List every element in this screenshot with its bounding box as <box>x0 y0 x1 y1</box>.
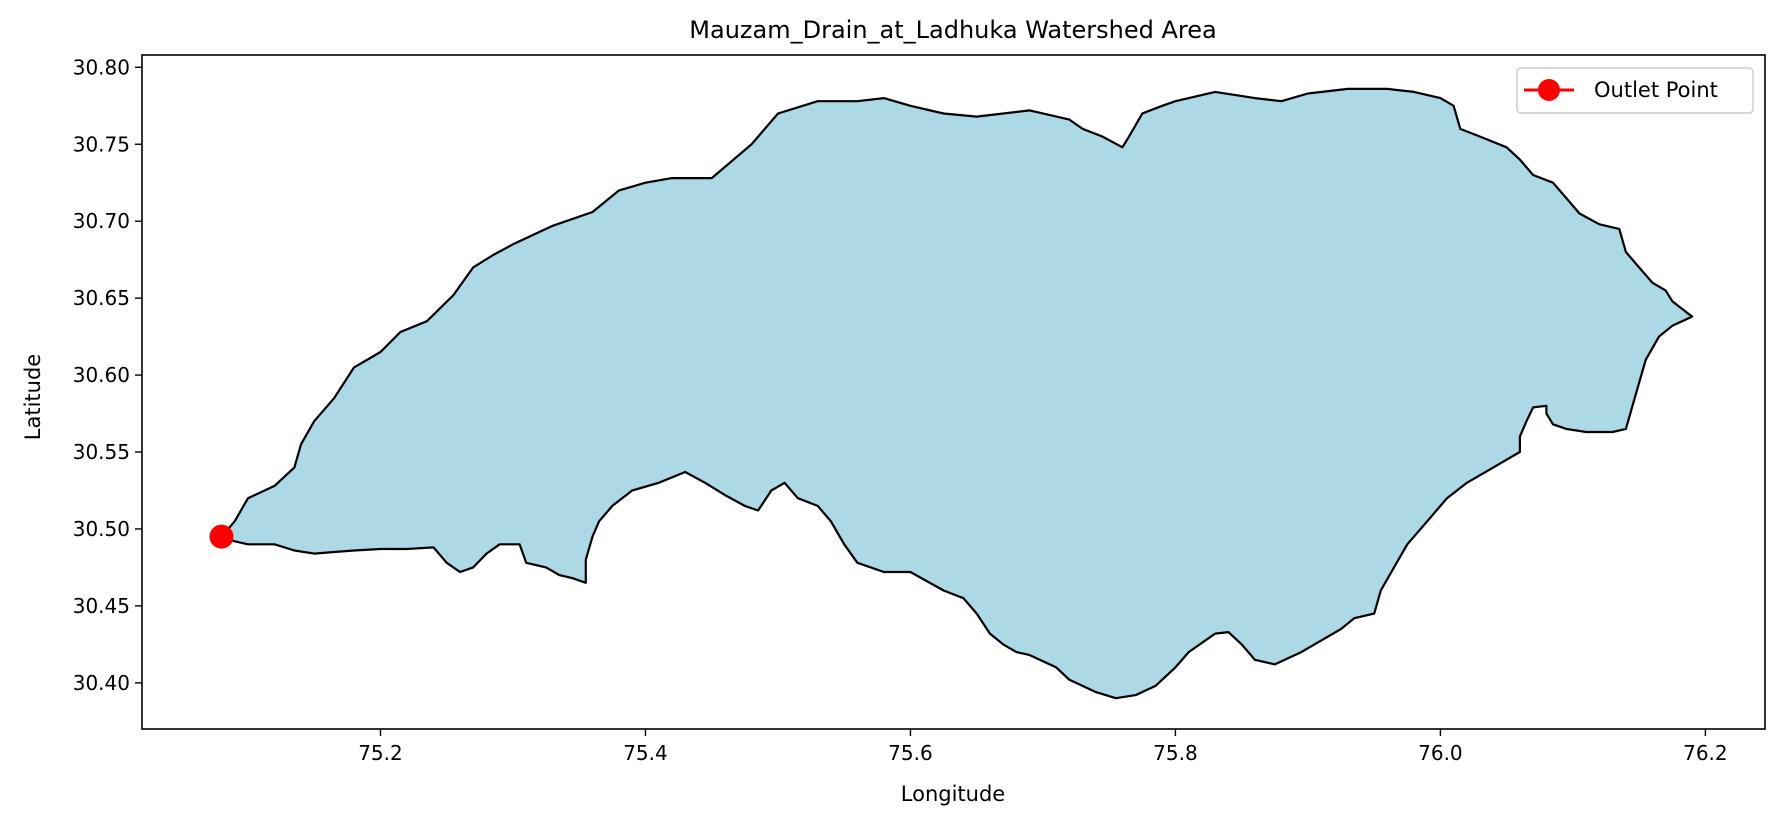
legend-point-marker <box>1538 79 1560 101</box>
x-tick-label: 75.6 <box>888 741 933 765</box>
chart-title: Mauzam_Drain_at_Ladhuka Watershed Area <box>689 16 1216 44</box>
y-tick-label: 30.45 <box>73 594 130 618</box>
y-tick-label: 30.50 <box>73 517 130 541</box>
y-tick-label: 30.65 <box>73 286 130 310</box>
x-tick-label: 75.4 <box>623 741 668 765</box>
y-tick-label: 30.70 <box>73 209 130 233</box>
y-tick-label: 30.80 <box>73 55 130 79</box>
x-tick-label: 75.2 <box>358 741 403 765</box>
y-tick-label: 30.60 <box>73 363 130 387</box>
x-tick-label: 75.8 <box>1153 741 1198 765</box>
outlet-point-marker <box>209 525 233 549</box>
y-tick-label: 30.40 <box>73 671 130 695</box>
x-tick-label: 76.2 <box>1683 741 1728 765</box>
legend-label-outlet-point: Outlet Point <box>1594 78 1718 102</box>
x-tick-label: 76.0 <box>1418 741 1463 765</box>
y-axis-title: Latitude <box>21 354 45 440</box>
y-tick-label: 30.55 <box>73 440 130 464</box>
legend: Outlet Point <box>1517 68 1753 113</box>
x-axis-title: Longitude <box>901 782 1005 806</box>
y-tick-label: 30.75 <box>73 132 130 156</box>
